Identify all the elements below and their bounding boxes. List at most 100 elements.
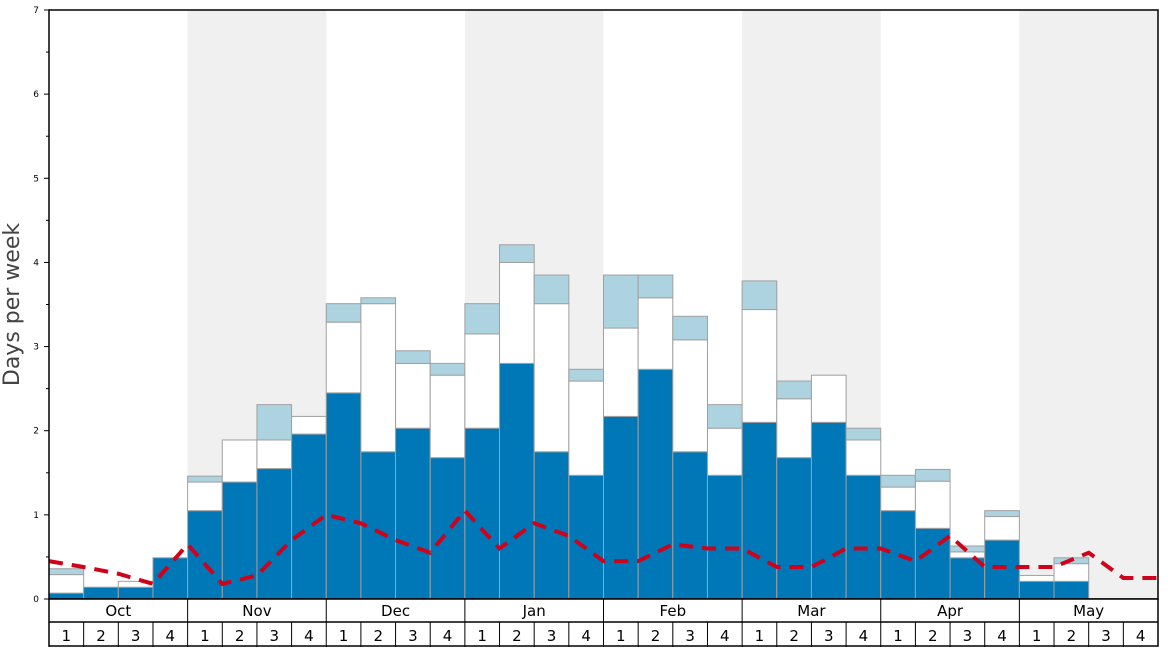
- week-label: 1: [477, 627, 487, 645]
- bar-top: [464, 303, 501, 335]
- week-label: 2: [512, 627, 522, 645]
- bar-base: [672, 451, 708, 600]
- week-label: 4: [443, 627, 453, 645]
- bar-base: [984, 539, 1020, 600]
- bar-base: [706, 474, 743, 600]
- bar-top: [776, 380, 812, 400]
- week-label: 2: [789, 627, 799, 645]
- bar-top: [603, 274, 639, 329]
- bar-base: [568, 474, 604, 600]
- week-label: 3: [963, 627, 973, 645]
- bar-base: [256, 468, 293, 600]
- bar-top: [914, 468, 951, 482]
- bar-middle: [1053, 563, 1090, 582]
- week-label: 3: [408, 627, 418, 645]
- y-tick-label: 6: [33, 90, 39, 100]
- bar-middle: [914, 480, 951, 529]
- week-label: 4: [720, 627, 730, 645]
- bar-base: [291, 433, 327, 600]
- bar-top: [395, 350, 431, 364]
- bar-base: [880, 510, 916, 600]
- bar-middle: [672, 339, 708, 453]
- bar-middle: [325, 321, 362, 394]
- bar-base: [325, 392, 362, 600]
- week-label: 1: [1032, 627, 1042, 645]
- y-axis-label: Days per week: [0, 223, 25, 386]
- bar-top: [741, 280, 778, 311]
- y-tick-label: 1: [33, 511, 39, 521]
- bar-base: [637, 368, 674, 600]
- bar-base: [603, 415, 639, 600]
- bar-top: [845, 427, 882, 441]
- y-tick-label: 5: [33, 174, 39, 184]
- bar-top: [325, 303, 362, 323]
- month-label: Nov: [242, 602, 271, 620]
- bar-base: [83, 586, 119, 600]
- bar-base: [395, 427, 431, 600]
- y-tick-label: 0: [33, 595, 39, 605]
- week-label: 3: [824, 627, 834, 645]
- bar-base: [117, 586, 154, 600]
- bar-middle: [776, 398, 812, 459]
- month-label: Feb: [660, 602, 687, 620]
- week-label: 4: [1136, 627, 1146, 645]
- month-label: Apr: [937, 602, 964, 620]
- week-label: 4: [304, 627, 314, 645]
- month-label: Oct: [105, 602, 131, 620]
- month-label: Mar: [797, 602, 826, 620]
- bar-middle: [949, 551, 986, 559]
- week-label: 4: [859, 627, 869, 645]
- bar-top: [187, 475, 223, 483]
- week-label: 4: [581, 627, 591, 645]
- week-label: 2: [651, 627, 661, 645]
- bar-middle: [1018, 574, 1055, 582]
- week-label: 1: [339, 627, 349, 645]
- bar-base: [1053, 580, 1090, 600]
- bar-base: [845, 474, 882, 600]
- bar-base: [741, 421, 778, 600]
- bar-middle: [810, 374, 847, 423]
- bar-top: [533, 274, 570, 305]
- bar-middle: [533, 303, 570, 453]
- week-label: 3: [547, 627, 557, 645]
- bar-base: [464, 427, 501, 600]
- bar-top: [256, 404, 293, 441]
- y-tick-label: 2: [33, 427, 39, 437]
- bar-middle: [429, 374, 466, 459]
- bar-middle: [984, 516, 1020, 541]
- bar-top: [672, 315, 708, 341]
- week-label: 4: [166, 627, 176, 645]
- bar-middle: [568, 380, 604, 476]
- week-label: 1: [62, 627, 72, 645]
- month-shade: [1019, 10, 1158, 599]
- bar-top: [48, 568, 85, 576]
- week-label: 2: [928, 627, 938, 645]
- average-line: [48, 507, 1158, 587]
- bar-middle: [499, 261, 535, 364]
- bar-top: [706, 404, 743, 429]
- y-tick-label: 3: [33, 343, 39, 353]
- bar-middle: [637, 297, 674, 370]
- bar-middle: [603, 327, 639, 417]
- bar-middle: [291, 415, 327, 435]
- week-label: 1: [616, 627, 626, 645]
- week-label: 2: [235, 627, 245, 645]
- bar-base: [810, 421, 847, 600]
- week-label: 2: [1067, 627, 1077, 645]
- week-label: 1: [200, 627, 210, 645]
- bar-base: [221, 481, 258, 600]
- bar-base: [152, 557, 189, 600]
- week-label: 2: [96, 627, 106, 645]
- bar-base: [499, 362, 535, 600]
- bar-base: [429, 457, 466, 600]
- bar-middle: [880, 486, 916, 512]
- y-tick-label: 4: [33, 258, 39, 268]
- bar-base: [1018, 580, 1055, 600]
- bar-middle: [395, 362, 431, 429]
- y-tick-label: 7: [33, 6, 39, 16]
- week-label: 3: [269, 627, 279, 645]
- bar-base: [187, 510, 223, 600]
- bar-top: [637, 274, 674, 299]
- bar-middle: [845, 439, 882, 476]
- week-label: 1: [893, 627, 903, 645]
